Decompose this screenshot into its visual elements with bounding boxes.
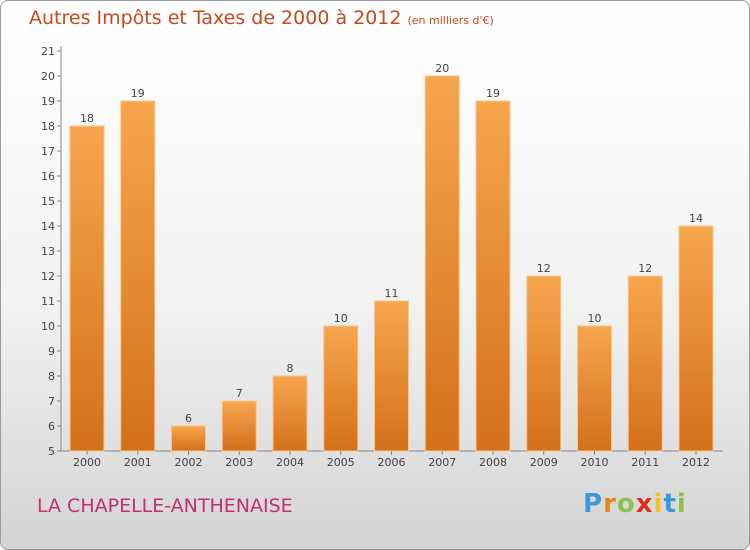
x-tick-label-2000: 2000 bbox=[73, 456, 101, 469]
logo-letter: x bbox=[635, 489, 654, 519]
chart-title: Autres Impôts et Taxes de 2000 à 2012 (en… bbox=[29, 7, 494, 29]
y-tick-label: 9 bbox=[48, 345, 55, 358]
logo-letter: i bbox=[676, 489, 687, 519]
x-tick-label-2007: 2007 bbox=[428, 456, 456, 469]
bar-2000 bbox=[69, 125, 105, 452]
value-label-2004: 8 bbox=[287, 362, 294, 375]
bar-2005 bbox=[323, 325, 359, 452]
value-label-2002: 6 bbox=[185, 412, 192, 425]
value-label-2000: 18 bbox=[80, 112, 94, 125]
value-label-2011: 12 bbox=[638, 262, 652, 275]
bar-2004 bbox=[272, 375, 308, 452]
logo-letter: t bbox=[663, 489, 677, 519]
y-tick-label: 8 bbox=[48, 370, 55, 383]
value-label-2009: 12 bbox=[537, 262, 551, 275]
y-tick-label: 19 bbox=[41, 95, 55, 108]
value-label-2005: 10 bbox=[334, 312, 348, 325]
x-tick-label-2004: 2004 bbox=[276, 456, 304, 469]
y-tick-label: 10 bbox=[41, 320, 55, 333]
title-text: Autres Impôts et Taxes de 2000 à 2012 bbox=[29, 7, 402, 29]
logo-letter: r bbox=[603, 489, 617, 519]
x-tick-label-2002: 2002 bbox=[175, 456, 203, 469]
x-tick-label-2010: 2010 bbox=[581, 456, 609, 469]
value-label-2012: 14 bbox=[689, 212, 703, 225]
y-tick-label: 6 bbox=[48, 420, 55, 433]
y-tick-label: 11 bbox=[41, 295, 55, 308]
logo-letter: i bbox=[653, 489, 664, 519]
y-tick-label: 15 bbox=[41, 195, 55, 208]
chart-subtitle: (en milliers d'€) bbox=[407, 14, 494, 27]
logo-letter: o bbox=[616, 489, 636, 519]
value-label-2008: 19 bbox=[486, 87, 500, 100]
bar-2008 bbox=[475, 100, 511, 452]
proxiti-logo: Proxiti bbox=[583, 489, 687, 519]
y-tick-label: 13 bbox=[41, 245, 55, 258]
bar-2009 bbox=[526, 275, 562, 452]
bar-2001 bbox=[120, 100, 156, 452]
bar-2003 bbox=[221, 400, 257, 452]
x-tick-label-2006: 2006 bbox=[378, 456, 406, 469]
bar-2011 bbox=[627, 275, 663, 452]
x-tick-label-2009: 2009 bbox=[530, 456, 558, 469]
value-label-2010: 10 bbox=[588, 312, 602, 325]
bar-2002 bbox=[171, 425, 206, 452]
place-name: LA CHAPELLE-ANTHENAISE bbox=[37, 495, 293, 517]
x-tick-label-2005: 2005 bbox=[327, 456, 355, 469]
x-tick-label-2008: 2008 bbox=[479, 456, 507, 469]
bar-2006 bbox=[374, 300, 409, 452]
y-tick-label: 5 bbox=[48, 445, 55, 458]
bar-2010 bbox=[577, 325, 612, 452]
bar-2007 bbox=[424, 75, 460, 452]
y-tick-label: 12 bbox=[41, 270, 55, 283]
y-tick-label: 7 bbox=[48, 395, 55, 408]
y-tick-label: 20 bbox=[41, 70, 55, 83]
x-tick-label-2012: 2012 bbox=[682, 456, 710, 469]
value-label-2006: 11 bbox=[385, 287, 399, 300]
value-label-2003: 7 bbox=[236, 387, 243, 400]
y-tick-label: 14 bbox=[41, 220, 55, 233]
plot-area: 5 6 7 8 9 10 11 12 13 14 15 16 17 18 19 20 21 18 2000 19 200… bbox=[41, 45, 723, 469]
y-tick-label: 17 bbox=[41, 145, 55, 158]
bar-2012 bbox=[678, 225, 714, 452]
value-label-2001: 19 bbox=[131, 87, 145, 100]
y-tick-label: 21 bbox=[41, 45, 55, 58]
value-label-2007: 20 bbox=[435, 62, 449, 75]
logo-letter: P bbox=[583, 489, 604, 519]
x-tick-label-2003: 2003 bbox=[225, 456, 253, 469]
y-tick-label: 16 bbox=[41, 170, 55, 183]
x-tick-label-2011: 2011 bbox=[631, 456, 659, 469]
x-tick-label-2001: 2001 bbox=[124, 456, 152, 469]
y-tick-label: 18 bbox=[41, 120, 55, 133]
